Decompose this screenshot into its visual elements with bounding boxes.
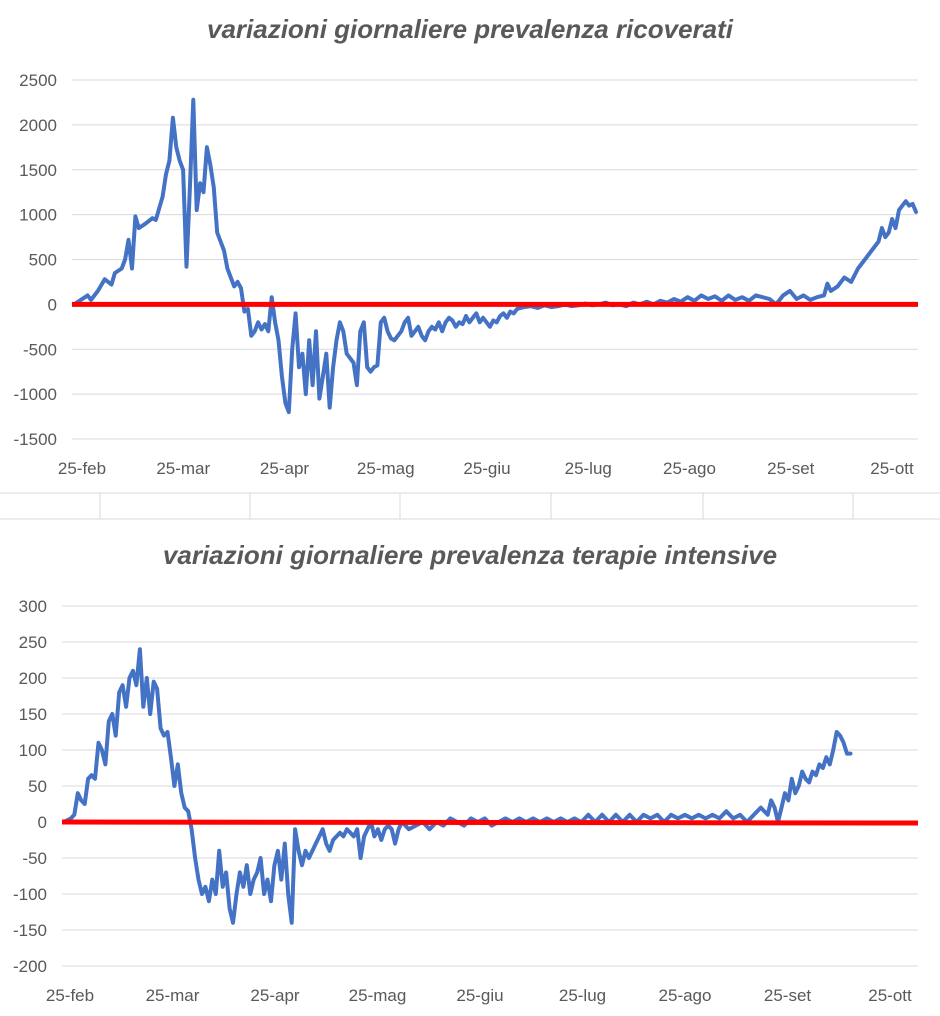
chart-1-x-tick-label: 25-set	[767, 459, 815, 478]
chart-2-y-tick-label: 150	[19, 705, 47, 724]
chart-1-series-line	[72, 97, 918, 415]
chart-1-y-tick-label: 1500	[19, 161, 57, 180]
chart-1-x-tick-label: 25-ott	[870, 459, 914, 478]
chart-1-y-tick-label: 1000	[19, 206, 57, 225]
chart-1-y-tick-label: -1500	[14, 430, 57, 449]
chart-1-x-tick-label: 25-feb	[58, 459, 106, 478]
chart-2-x-tick-label: 25-mar	[146, 986, 200, 1005]
chart-2-title: variazioni giornaliere prevalenza terapi…	[162, 540, 778, 570]
chart-2-x-tick-label: 25-apr	[250, 986, 299, 1005]
chart-2-y-tick-label: 250	[19, 633, 47, 652]
chart-2-y-tick-label: 50	[28, 777, 47, 796]
chart-2-y-tick-label: -100	[13, 885, 47, 904]
chart-2-y-tick-label: 0	[38, 813, 47, 832]
chart-ricoverati: 2500 2000 1500 1000 500 0 -500 -1000 -150025-feb…	[14, 71, 918, 478]
chart-2-y-tick-label: 200	[19, 669, 47, 688]
chart-2-x-tick-label: 25-set	[764, 986, 812, 1005]
chart-2-y-tick-label: 100	[19, 741, 47, 760]
chart-1-x-tick-label: 25-apr	[260, 459, 309, 478]
chart-2-zero-reference-line	[61, 819, 919, 826]
chart-2-series-line	[62, 647, 853, 925]
chart-2-x-tick-label: 25-feb	[46, 986, 94, 1005]
chart-divider	[0, 492, 940, 520]
chart-1-y-tick-label: -1000	[14, 385, 57, 404]
chart-2-y-tick-label: -150	[13, 921, 47, 940]
chart-2-x-tick-label: 25-ago	[659, 986, 712, 1005]
chart-2-x-tick-label: 25-lug	[559, 986, 606, 1005]
chart-1-y-tick-label: -500	[23, 340, 57, 359]
chart-2-x-tick-label: 25-mag	[349, 986, 407, 1005]
chart-2-y-tick-label: 300	[19, 597, 47, 616]
chart-2-x-tick-label: 25-giu	[456, 986, 503, 1005]
chart-1-y-tick-label: 2500	[19, 71, 57, 90]
chart-2-x-tick-label: 25-ott	[868, 986, 912, 1005]
chart-2-y-tick-label: -50	[22, 849, 47, 868]
chart-1-x-tick-label: 25-ago	[663, 459, 716, 478]
chart-1-title: variazioni giornaliere prevalenza ricove…	[206, 14, 733, 44]
chart-1-y-tick-label: 2000	[19, 116, 57, 135]
chart-1-x-tick-label: 25-lug	[565, 459, 612, 478]
chart-1-x-tick-label: 25-giu	[463, 459, 510, 478]
chart-1-x-tick-label: 25-mar	[156, 459, 210, 478]
chart-1-y-tick-label: 500	[29, 251, 57, 270]
chart-2-y-tick-label: -200	[13, 957, 47, 976]
chart-1-y-tick-label: 0	[48, 295, 57, 314]
chart-1-x-tick-label: 25-mag	[357, 459, 415, 478]
